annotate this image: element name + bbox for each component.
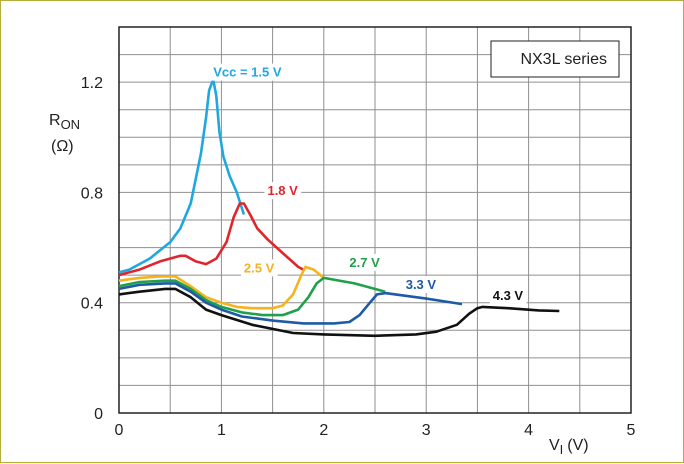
x-tick-label: 3: [422, 422, 431, 439]
series-label-text: 4.3 V: [493, 288, 524, 303]
legend-box: NX3L series: [490, 40, 620, 78]
y-tick-label: 0.8: [81, 185, 103, 202]
svg-text:VI(V): VI (V): [549, 437, 589, 457]
y-tick-label: 0: [94, 406, 103, 423]
series-label-1: 1.8 V: [264, 182, 302, 200]
series-label-0: Vcc = 1.5 V: [210, 63, 285, 81]
series-label-text: 2.7 V: [349, 255, 380, 270]
series-label-2: 2.5 V: [240, 259, 278, 277]
x-axis-label: VI (V): [549, 437, 589, 457]
x-tick-label: 4: [524, 422, 533, 439]
y-tick-label: 1.2: [81, 75, 103, 92]
xlabel-main: V: [549, 437, 560, 454]
series-label-text: Vcc = 1.5 V: [213, 65, 282, 80]
series-label-bg: [346, 253, 384, 271]
series-line-3: [118, 276, 386, 317]
plot-area: [118, 26, 632, 414]
series-group: [118, 78, 560, 338]
series-label-text: 1.8 V: [267, 183, 298, 198]
svg-text:RON: RON: [49, 112, 80, 132]
xlabel-unit: (V): [567, 437, 588, 454]
series-label-bg: [489, 286, 527, 304]
y-tick-label: 0.4: [81, 296, 103, 313]
x-tick-label: 1: [217, 422, 226, 439]
series-label-5: 4.3 V: [489, 286, 527, 304]
series-line-0: [118, 78, 246, 274]
series-label-bg: [240, 259, 278, 277]
series-label-3: 2.7 V: [346, 253, 384, 271]
tick-labels: 0 1 2 3 4 5 0 0.4 0.8 1.2: [81, 75, 636, 439]
series-label-bg: [210, 63, 285, 81]
series-line-5: [118, 287, 560, 338]
grid-lines: [118, 26, 632, 414]
ylabel-sub: ON: [61, 117, 81, 132]
series-line-4: [118, 282, 463, 325]
series-line-2: [118, 265, 325, 310]
series-label-bg: [264, 182, 302, 200]
plot-border: [118, 26, 632, 414]
x-tick-label: 2: [319, 422, 328, 439]
legend-text: NX3L series: [520, 51, 607, 68]
series-label-text: 3.3 V: [406, 277, 437, 292]
series-label-bg: [402, 275, 440, 293]
x-tick-label: 5: [627, 422, 636, 439]
series-label-text: 2.5 V: [244, 260, 275, 275]
y-axis-label: RON (Ω): [49, 112, 80, 155]
series-labels: Vcc = 1.5 V 1.8 V 2.5 V 2.7 V 3.3 V 4.3 V: [210, 63, 527, 304]
ylabel-main: R: [49, 112, 61, 129]
series-line-1: [118, 202, 304, 277]
series-label-4: 3.3 V: [402, 275, 440, 293]
xlabel-sub: I: [560, 442, 564, 457]
ylabel-unit: (Ω): [51, 138, 74, 155]
x-tick-label: 0: [115, 422, 124, 439]
